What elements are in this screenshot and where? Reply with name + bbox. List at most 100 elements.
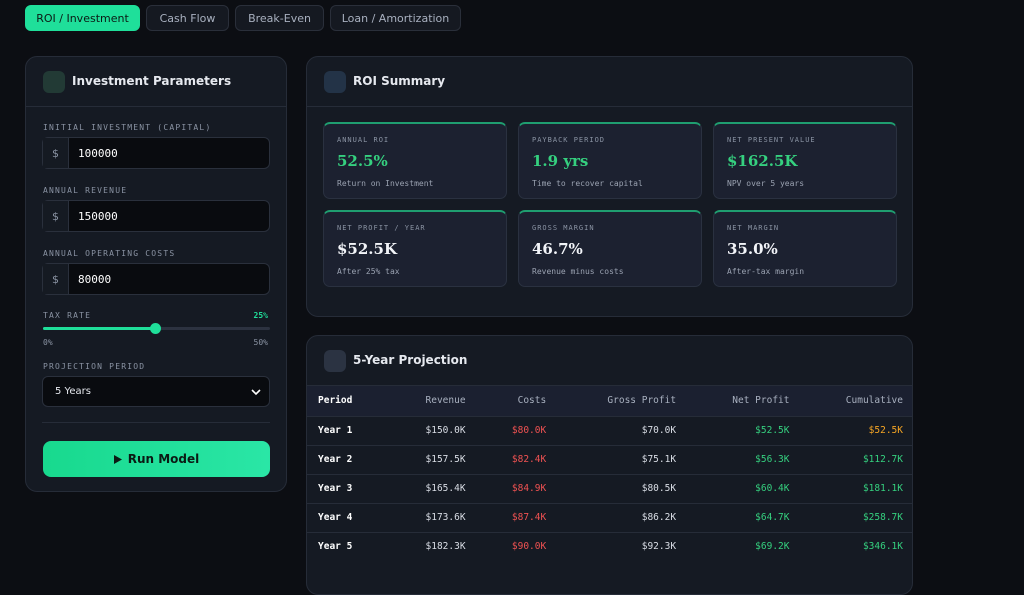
table-cell: $69.2K: [687, 531, 801, 561]
table-row: Year 4 $173.6K $87.4K $86.2K $64.7K $258.7K: [307, 502, 912, 532]
table-cell: $80.0K: [476, 415, 558, 445]
field-label: TAX RATE: [43, 311, 92, 320]
panel-title: ROI Summary: [353, 74, 446, 88]
table-cell: Year 3: [307, 473, 388, 503]
metric-value: $52.5K: [337, 240, 398, 258]
metric-card: ANNUAL ROI 52.5% Return on Investment: [323, 122, 507, 199]
metric-value: 46.7%: [532, 240, 583, 258]
column-header: Costs: [476, 386, 558, 416]
metric-value: $162.5K: [727, 152, 798, 170]
panel-title: 5-Year Projection: [353, 353, 468, 367]
table-cell: $173.6K: [387, 502, 477, 532]
table-cell: $90.0K: [476, 531, 558, 561]
period-select[interactable]: 5 Years: [42, 376, 270, 407]
tab[interactable]: ROI / Investment: [25, 5, 140, 31]
table-cell: Year 2: [307, 444, 388, 474]
icon: [324, 71, 346, 93]
metric-note: NPV over 5 years: [727, 179, 805, 188]
metric-label: NET PRESENT VALUE: [727, 136, 816, 144]
projection-table: Period Revenue Costs Gross Profit Net Profit…: [307, 386, 912, 561]
metric-label: PAYBACK PERIOD: [532, 136, 606, 144]
column-header: Net Profit: [687, 386, 801, 416]
text-input[interactable]: $150000: [42, 200, 270, 232]
summary-panel: ROI Summary ANNUAL ROI 52.5% Return on Inv…: [306, 56, 913, 317]
metric-note: Return on Investment: [337, 179, 434, 188]
table-cell: $182.3K: [387, 531, 477, 561]
select-value: 5 Years: [55, 386, 91, 397]
column-header: Period: [307, 386, 388, 416]
page: ROI / Investment Cash Flow Break-Even Loan …: [25, 5, 913, 595]
table-row: Year 3 $165.4K $84.9K $80.5K $60.4K $181.1K: [307, 473, 912, 503]
table-row: Year 1 $150.0K $80.0K $70.0K $52.5K $52.5K: [307, 415, 912, 445]
metric-card: PAYBACK PERIOD 1.9 yrs Time to recover cap…: [518, 122, 702, 199]
table-cell: $346.1K: [800, 531, 912, 561]
metric-note: After 25% tax: [337, 267, 400, 276]
slider-max: 50%: [253, 338, 268, 347]
button-label: Run Model: [127, 452, 200, 466]
table-cell: $75.1K: [557, 444, 688, 474]
table-cell: Year 5: [307, 531, 388, 561]
column-header: Cumulative: [800, 386, 912, 416]
panel-header: 5-Year Projection: [307, 336, 912, 386]
metric-value: 1.9 yrs: [532, 152, 589, 170]
table-cell: $87.4K: [476, 502, 558, 532]
table-row: Year 5 $182.3K $90.0K $92.3K $69.2K $346.1K: [307, 531, 912, 561]
metric-note: Time to recover capital: [532, 179, 643, 188]
input-value: 100000: [78, 147, 118, 160]
metric-label: GROSS MARGIN: [532, 224, 595, 232]
metric-value: 35.0%: [727, 240, 778, 258]
table-cell: $181.1K: [800, 473, 912, 503]
table-row: Year 2 $157.5K $82.4K $75.1K $56.3K $112.7K: [307, 444, 912, 474]
field-label: ANNUAL OPERATING COSTS: [43, 249, 176, 258]
metric-label: ANNUAL ROI: [337, 136, 390, 144]
input-prefix: $: [43, 264, 69, 294]
table-cell: $84.9K: [476, 473, 558, 503]
column-header: Revenue: [387, 386, 477, 416]
table-cell: Year 1: [307, 415, 388, 445]
field-label: PROJECTION PERIOD: [43, 362, 146, 371]
input-prefix: $: [43, 201, 69, 231]
panel-header: ROI Summary: [307, 57, 912, 107]
projection-panel: 5-Year Projection Period Revenue Costs Gros…: [306, 335, 913, 595]
text-input[interactable]: $80000: [42, 263, 270, 295]
table-cell: $165.4K: [387, 473, 477, 503]
tab[interactable]: Loan / Amortization: [330, 5, 461, 31]
table-cell: $86.2K: [557, 502, 688, 532]
slider-thumb[interactable]: [150, 323, 161, 334]
table-cell: $80.5K: [557, 473, 688, 503]
panel-title: Investment Parameters: [72, 74, 232, 88]
tax-value: 25%: [253, 311, 268, 320]
metric-card: GROSS MARGIN 46.7% Revenue minus costs: [518, 210, 702, 287]
icon: [324, 350, 346, 372]
column-header: Gross Profit: [557, 386, 688, 416]
run-button[interactable]: Run Model: [43, 441, 270, 477]
table-cell: Year 4: [307, 502, 388, 532]
metric-note: After-tax margin: [727, 267, 805, 276]
icon: [43, 71, 65, 93]
input-value: 80000: [78, 273, 112, 286]
table-cell: $150.0K: [387, 415, 477, 445]
table-cell: $60.4K: [687, 473, 801, 503]
table-cell: $112.7K: [800, 444, 912, 474]
field-label: ANNUAL REVENUE: [43, 186, 128, 195]
table-cell: $70.0K: [557, 415, 688, 445]
table-cell: $92.3K: [557, 531, 688, 561]
tab[interactable]: Cash Flow: [146, 5, 229, 31]
table-cell: $82.4K: [476, 444, 558, 474]
slider-min: 0%: [43, 338, 53, 347]
table-cell: $157.5K: [387, 444, 477, 474]
table-cell: $52.5K: [687, 415, 801, 445]
table-cell: $64.7K: [687, 502, 801, 532]
table-cell: $258.7K: [800, 502, 912, 532]
text-input[interactable]: $100000: [42, 137, 270, 169]
metric-card: NET PRESENT VALUE $162.5K NPV over 5 years: [713, 122, 897, 199]
metric-label: NET MARGIN: [727, 224, 780, 232]
metric-value: 52.5%: [337, 152, 388, 170]
metric-note: Revenue minus costs: [532, 267, 624, 276]
table-cell: $52.5K: [800, 415, 912, 445]
tab[interactable]: Break-Even: [235, 5, 324, 31]
metric-card: NET MARGIN 35.0% After-tax margin: [713, 210, 897, 287]
table-cell: $56.3K: [687, 444, 801, 474]
metric-card: NET PROFIT / YEAR $52.5K After 25% tax: [323, 210, 507, 287]
field-label: INITIAL INVESTMENT (CAPITAL): [43, 123, 212, 132]
